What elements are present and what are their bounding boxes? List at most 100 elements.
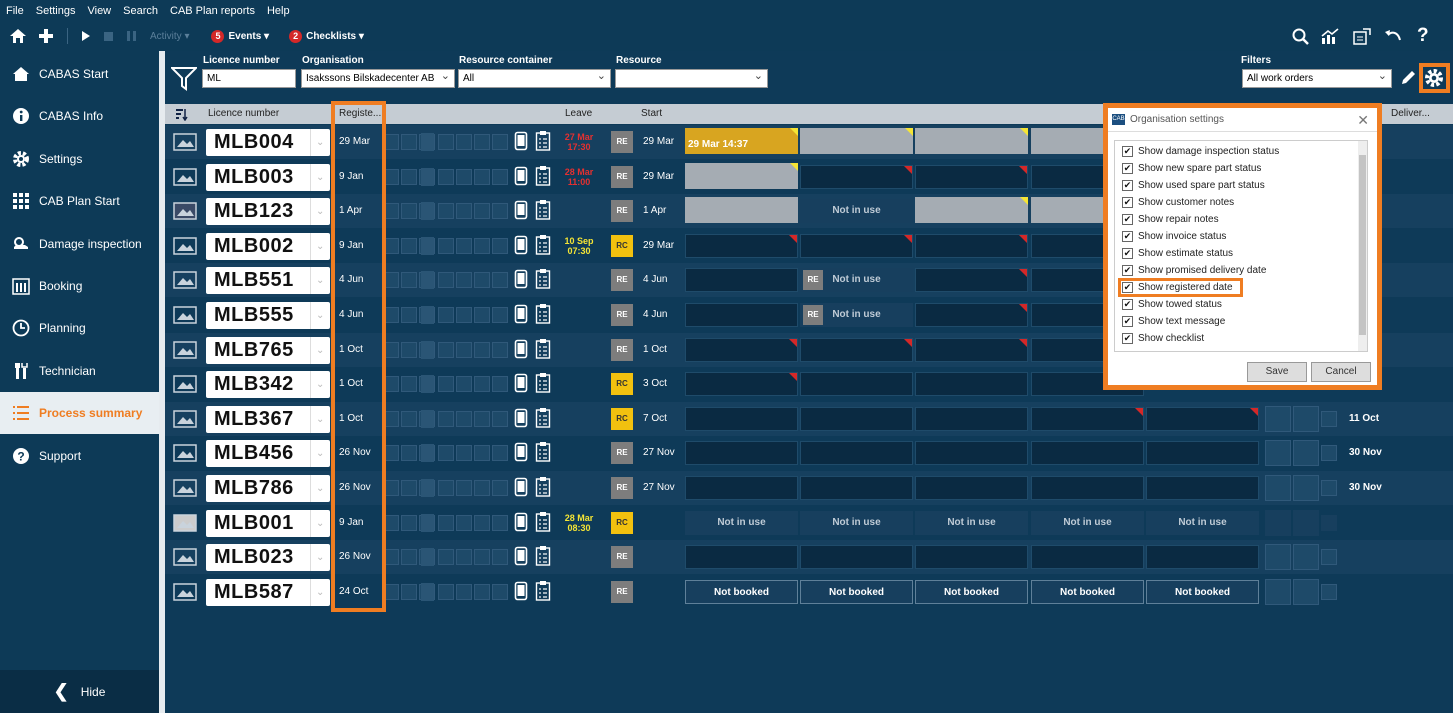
car-photo-icon[interactable]	[173, 513, 197, 533]
chevron-down-icon[interactable]: ⌄	[310, 129, 330, 156]
play-icon[interactable]	[82, 21, 90, 51]
pause-icon[interactable]	[127, 21, 136, 51]
cancel-button[interactable]: Cancel	[1311, 362, 1371, 382]
chevron-down-icon[interactable]: ⌄	[310, 198, 330, 226]
phone-icon[interactable]	[514, 339, 528, 362]
setting-option[interactable]: ✔ Show towed status	[1122, 299, 1222, 310]
activity-dropdown[interactable]: Activity ▾	[150, 30, 190, 42]
timeline-cell[interactable]: Not booked	[1146, 579, 1259, 604]
chevron-down-icon[interactable]: ⌄	[310, 302, 330, 329]
timeline-cell[interactable]: Not in use	[800, 510, 913, 535]
licence-plate[interactable]: MLB555 ⌄	[206, 302, 330, 329]
col-start[interactable]: Start	[641, 108, 663, 119]
photo-icon[interactable]	[173, 236, 197, 256]
licence-plate[interactable]: MLB123 ⌄	[206, 198, 330, 226]
setting-option[interactable]: ✔ Show text message	[1122, 316, 1225, 327]
timeline-cell[interactable]	[685, 337, 798, 362]
resource-select[interactable]	[615, 69, 768, 88]
licence-plate[interactable]: MLB786 ⌄	[206, 475, 330, 502]
checklist-icon[interactable]	[535, 268, 551, 293]
filters-select[interactable]: All work orders	[1242, 69, 1392, 88]
timeline-cell[interactable]	[800, 164, 913, 189]
timeline-cell[interactable]	[1146, 476, 1259, 500]
photo-icon[interactable]	[173, 305, 197, 325]
col-delivery[interactable]: Deliver...	[1391, 108, 1430, 119]
timeline-cell[interactable]: RE Not in use	[800, 303, 913, 327]
chevron-down-icon[interactable]: ⌄	[310, 232, 330, 260]
timeline-cell[interactable]	[685, 197, 798, 224]
add-icon[interactable]	[39, 21, 53, 51]
timeline-cell[interactable]	[915, 337, 1028, 362]
car-photo-icon[interactable]	[173, 201, 197, 221]
licence-plate[interactable]: MLB456 ⌄	[206, 440, 330, 468]
phone-icon[interactable]	[514, 581, 528, 604]
table-row[interactable]: MLB456 ⌄ 26 Nov RE 27 Nov 30 Nov	[165, 436, 1453, 471]
checklist-icon[interactable]	[535, 303, 551, 328]
pencil-icon[interactable]	[1399, 69, 1417, 90]
setting-option[interactable]: ✔ Show invoice status	[1122, 231, 1226, 242]
timeline-cell[interactable]	[800, 406, 913, 431]
licence-input[interactable]: ML	[202, 69, 296, 88]
checkbox-checked[interactable]: ✔	[1122, 180, 1133, 191]
menu-search[interactable]: Search	[123, 4, 158, 17]
sidebar-item-booking[interactable]: Booking	[0, 265, 159, 307]
phone-icon[interactable]	[514, 477, 528, 500]
phone-icon[interactable]	[514, 373, 528, 396]
col-leave[interactable]: Leave	[565, 108, 593, 119]
licence-plate[interactable]: MLB004 ⌄	[206, 129, 330, 156]
timeline-cell[interactable]: Not booked	[915, 579, 1028, 604]
timeline-cell[interactable]	[915, 233, 1028, 258]
menu-settings[interactable]: Settings	[35, 4, 76, 17]
timeline-cell[interactable]	[685, 406, 798, 431]
table-row[interactable]: MLB587 ⌄ 24 Oct RE Not booked Not booked Not b…	[165, 574, 1453, 609]
timeline-cell[interactable]: Not in use	[1031, 510, 1144, 535]
licence-plate[interactable]: MLB003 ⌄	[206, 163, 330, 191]
sidebar-item-damage-inspection[interactable]: Damage inspection	[0, 223, 159, 265]
setting-option[interactable]: ✔ Show used spare part status	[1122, 180, 1265, 191]
chevron-down-icon[interactable]: ⌄	[310, 336, 330, 364]
sort-icon[interactable]	[175, 107, 189, 124]
timeline-cell[interactable]: Not in use	[915, 510, 1028, 535]
checklist-icon[interactable]	[535, 407, 551, 432]
photo-icon[interactable]	[173, 478, 197, 498]
checkbox-checked[interactable]: ✔	[1122, 265, 1133, 276]
checklist-icon[interactable]	[535, 338, 551, 363]
settings-gear-icon[interactable]	[1424, 68, 1444, 91]
licence-plate[interactable]: MLB587 ⌄	[206, 578, 330, 606]
timeline-cell[interactable]	[1146, 406, 1259, 431]
phone-icon[interactable]	[514, 269, 528, 292]
timeline-cell[interactable]	[915, 545, 1028, 570]
checklist-icon[interactable]	[535, 165, 551, 190]
menu-cab-plan-reports[interactable]: CAB Plan reports	[170, 4, 255, 17]
phone-icon[interactable]	[514, 200, 528, 223]
table-row[interactable]: MLB367 ⌄ 1 Oct RC 7 Oct 11 Oct	[165, 401, 1453, 436]
timeline-cell[interactable]	[915, 406, 1028, 431]
timeline-cell[interactable]	[800, 233, 913, 258]
photo-icon[interactable]	[173, 374, 197, 394]
photo-icon[interactable]	[173, 167, 197, 187]
setting-option[interactable]: ✔ Show damage inspection status	[1122, 146, 1279, 157]
resource-container-select[interactable]: All	[458, 69, 611, 88]
timeline-cell[interactable]: Not booked	[685, 579, 798, 604]
sidebar-item-cab-plan-start[interactable]: CAB Plan Start	[0, 180, 159, 222]
chevron-down-icon[interactable]: ⌄	[310, 475, 330, 502]
licence-plate[interactable]: MLB342 ⌄	[206, 371, 330, 399]
phone-icon[interactable]	[514, 442, 528, 465]
setting-option[interactable]: ✔ Show customer notes	[1122, 197, 1234, 208]
menu-file[interactable]: File	[6, 4, 24, 17]
timeline-cell[interactable]	[685, 476, 798, 500]
setting-option[interactable]: ✔ Show promised delivery date	[1122, 265, 1266, 276]
checklist-icon[interactable]	[535, 372, 551, 397]
close-icon[interactable]: ✕	[1357, 112, 1369, 128]
filter-icon[interactable]	[169, 65, 199, 94]
timeline-cell[interactable]	[915, 268, 1028, 293]
home-icon[interactable]	[9, 21, 27, 51]
timeline-cell[interactable]	[915, 476, 1028, 500]
sidebar-item-process-summary[interactable]: Process summary	[0, 392, 159, 434]
chevron-down-icon[interactable]: ⌄	[310, 371, 330, 399]
licence-plate[interactable]: MLB002 ⌄	[206, 232, 330, 260]
chevron-down-icon[interactable]: ⌄	[310, 267, 330, 295]
checklist-icon[interactable]	[535, 476, 551, 501]
chart-icon[interactable]	[1321, 21, 1339, 51]
timeline-cell[interactable]	[685, 268, 798, 293]
